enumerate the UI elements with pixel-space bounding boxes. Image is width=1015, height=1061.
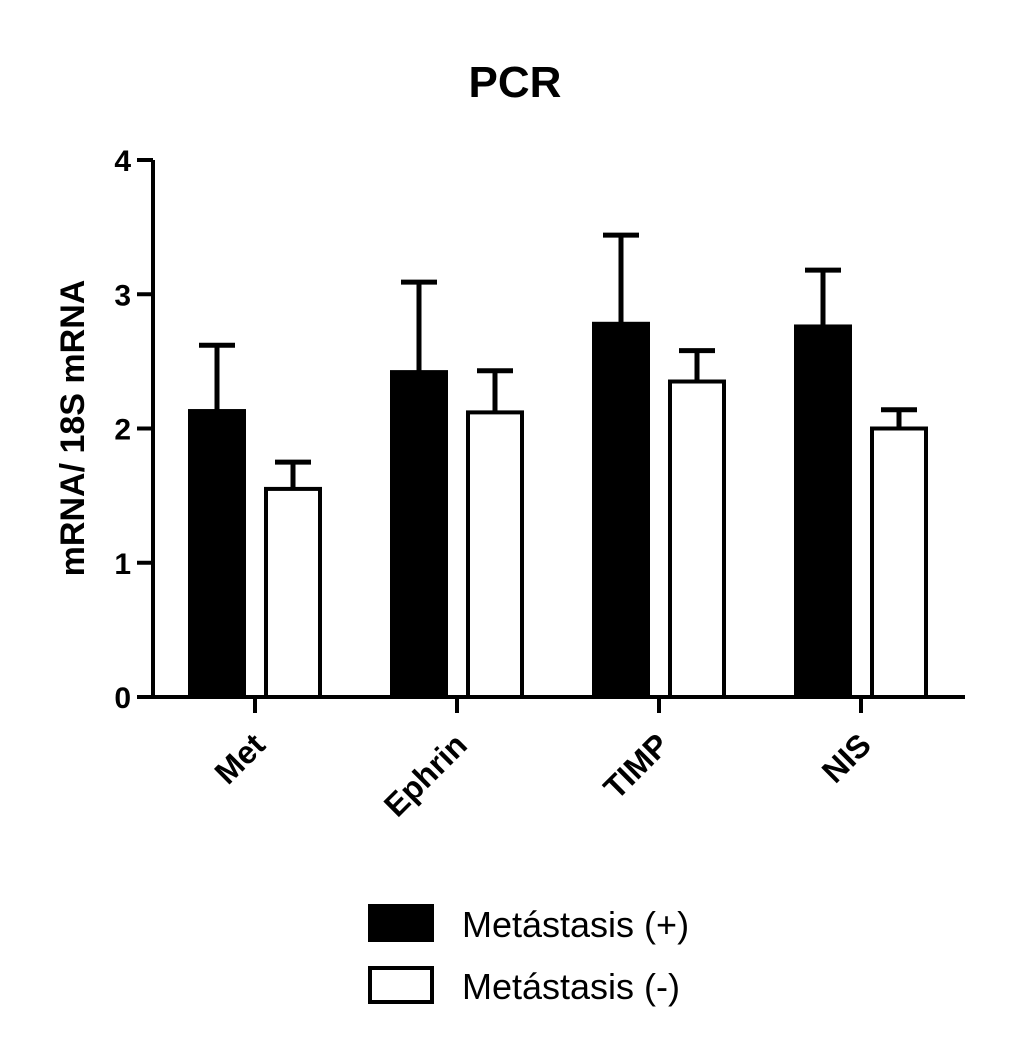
y-ticks: 0 1 2 3 4 bbox=[114, 145, 153, 715]
y-tick-label: 0 bbox=[114, 682, 131, 715]
y-tick-label: 4 bbox=[114, 145, 131, 178]
y-tick-label: 3 bbox=[114, 279, 131, 312]
y-tick-label: 2 bbox=[114, 414, 131, 447]
x-tick-label: Met bbox=[208, 726, 273, 791]
legend-swatch bbox=[368, 904, 434, 942]
bar bbox=[264, 486, 322, 699]
x-tick-label: Ephrin bbox=[377, 726, 474, 823]
x-ticks: Met Ephrin TIMP NIS bbox=[208, 697, 878, 824]
y-tick-label: 1 bbox=[114, 548, 131, 581]
legend: Metástasis (+) Metástasis (-) bbox=[368, 904, 689, 1007]
bar bbox=[466, 410, 524, 699]
bar bbox=[668, 379, 726, 699]
bar bbox=[188, 409, 246, 699]
legend-label: Metástasis (+) bbox=[462, 904, 689, 945]
bars-layer bbox=[188, 321, 928, 699]
bar bbox=[390, 370, 448, 699]
legend-label: Metástasis (-) bbox=[462, 966, 680, 1007]
x-tick-label: TIMP bbox=[596, 726, 676, 806]
error-bars-layer bbox=[199, 232, 917, 489]
y-axis-label: mRNA/ 18S mRNA bbox=[54, 280, 92, 577]
bar bbox=[794, 324, 852, 699]
bar bbox=[592, 321, 650, 699]
chart-title: PCR bbox=[469, 58, 562, 107]
x-tick-label: NIS bbox=[815, 726, 878, 789]
legend-swatch bbox=[368, 966, 434, 1004]
bar bbox=[870, 426, 928, 699]
